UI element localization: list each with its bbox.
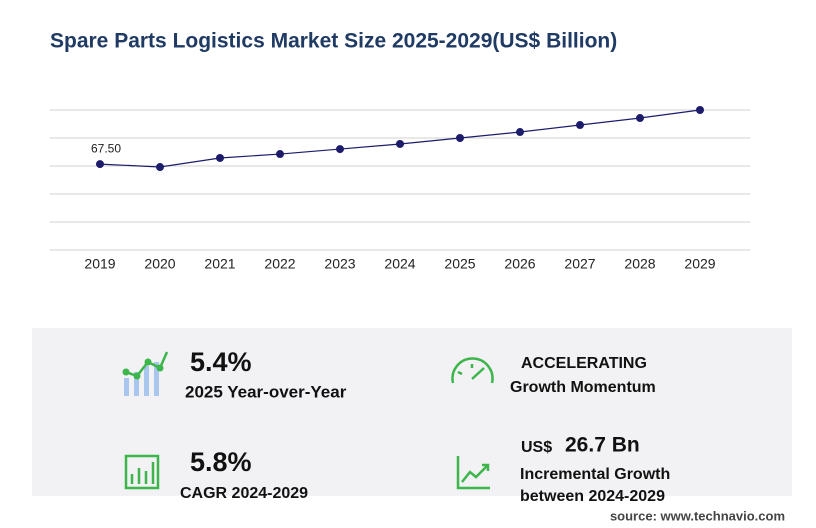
incremental-label: Incremental Growth xyxy=(520,466,670,483)
x-tick-label: 2029 xyxy=(684,256,715,272)
x-tick-label: 2023 xyxy=(324,256,355,272)
x-tick-label: 2022 xyxy=(264,256,295,272)
point xyxy=(456,134,464,142)
cagr-label: CAGR 2024-2029 xyxy=(180,485,308,502)
incremental-period: between 2024-2029 xyxy=(520,488,665,505)
x-tick-label: 2020 xyxy=(144,256,175,272)
point xyxy=(576,121,584,130)
plot: 2019 2020 2021 2022 2023 2024 2025 2026 2027 2028… xyxy=(50,106,750,272)
value-label: 67.50 xyxy=(91,141,121,155)
x-tick-label: 2019 xyxy=(84,256,115,272)
x-tick-label: 2028 xyxy=(624,256,655,272)
momentum-value: ACCELERATING xyxy=(521,355,647,372)
point xyxy=(276,150,284,159)
point xyxy=(156,163,164,172)
highlights-panel xyxy=(32,328,792,496)
momentum-icon xyxy=(451,357,494,384)
x-tick-label: 2025 xyxy=(444,256,475,272)
incremental-currency: US$ xyxy=(521,439,552,456)
source: source: www.technavio.com xyxy=(610,508,785,523)
incremental-icon xyxy=(456,456,490,490)
point xyxy=(336,145,344,154)
line xyxy=(99,109,701,168)
yoy-value: 5.4% xyxy=(190,347,252,377)
point xyxy=(696,106,704,114)
point xyxy=(516,128,524,137)
incremental-value: 26.7 Bn xyxy=(565,434,640,457)
yoy-icon xyxy=(122,351,169,396)
chart-title: Spare Parts Logistics Market Size 2025-2… xyxy=(50,30,617,53)
cagr-icon xyxy=(124,454,160,490)
cagr-value: 5.8% xyxy=(190,447,252,477)
point xyxy=(636,114,644,123)
x-tick-label: 2027 xyxy=(564,256,595,272)
point xyxy=(96,160,104,169)
point xyxy=(396,139,404,148)
x-tick-label: 2021 xyxy=(204,256,235,272)
x-tick-label: 2024 xyxy=(384,256,415,272)
point xyxy=(216,153,224,162)
x-tick-label: 2026 xyxy=(504,256,535,272)
momentum-label: Growth Momentum xyxy=(510,379,656,396)
yoy-label: 2025 Year-over-Year xyxy=(185,382,347,401)
